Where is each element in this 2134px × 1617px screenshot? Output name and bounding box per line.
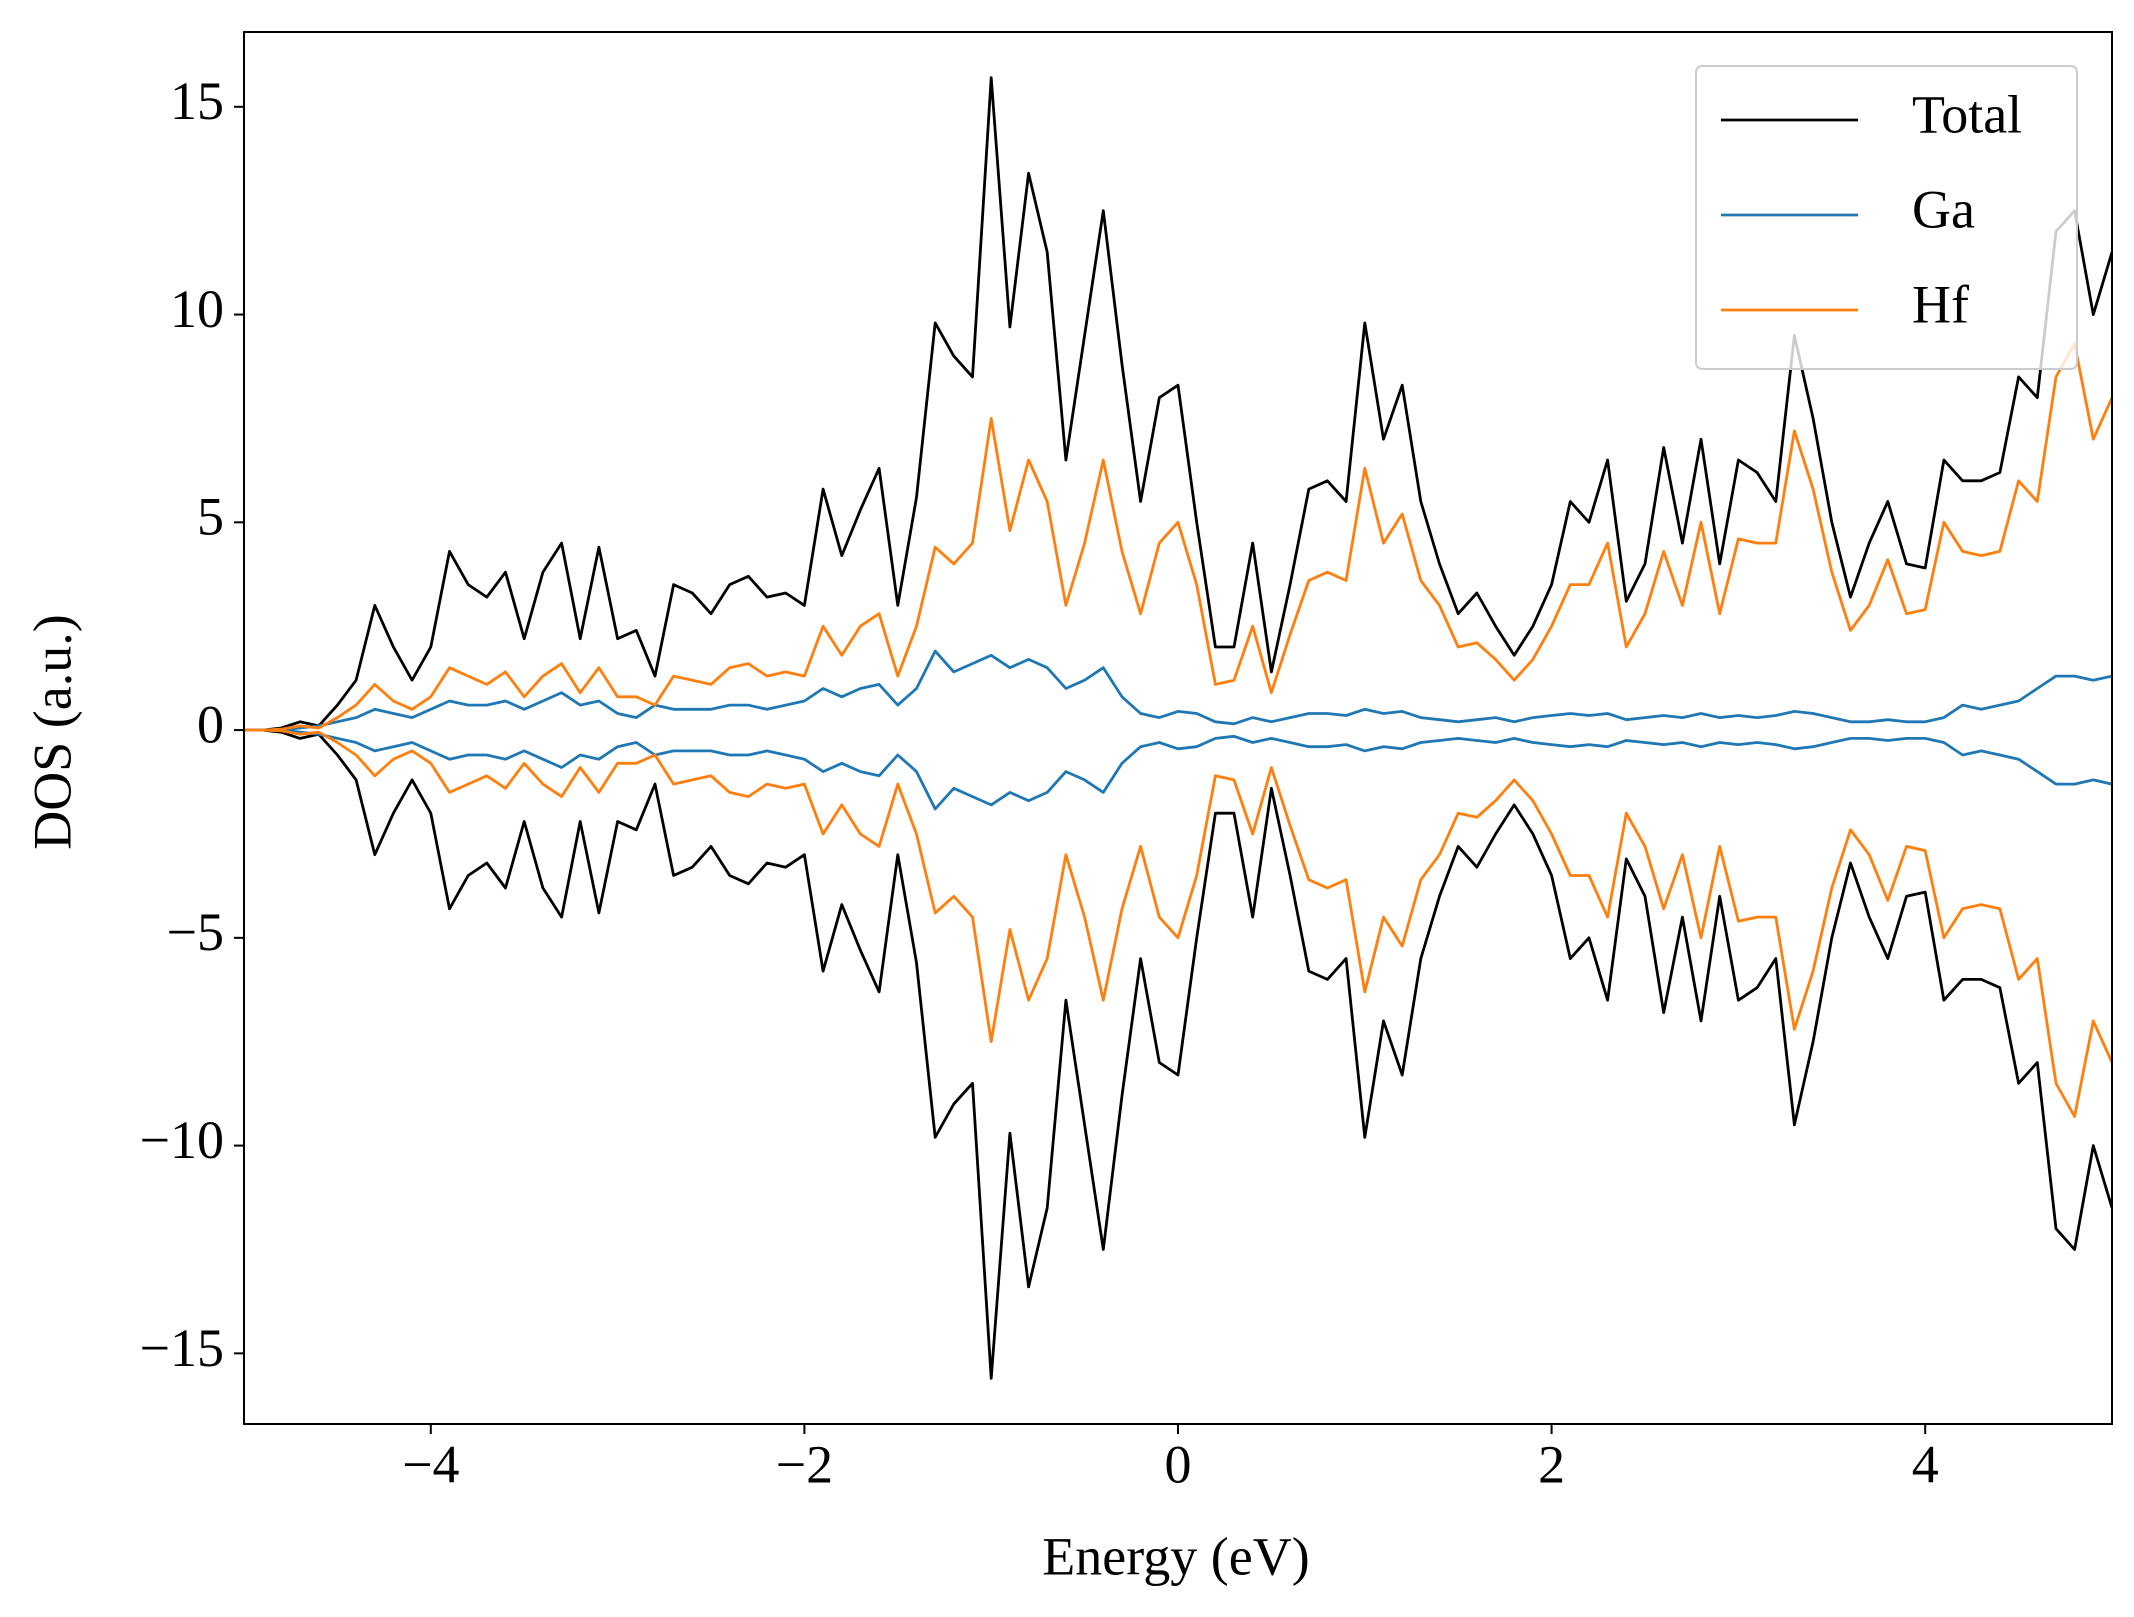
y-tick-label: 0 — [197, 694, 224, 754]
dos-line — [244, 342, 2112, 732]
x-tick-label: −2 — [776, 1434, 833, 1494]
legend-box — [1695, 65, 2078, 370]
y-tick-label: −10 — [140, 1110, 224, 1170]
y-tick-label: 10 — [170, 279, 224, 339]
y-tick-label: −5 — [167, 902, 224, 962]
legend-label: Ga — [1912, 179, 1975, 239]
legend-label: Hf — [1912, 274, 1969, 334]
y-tick-label: 5 — [197, 487, 224, 547]
legend-label: Total — [1912, 84, 2022, 144]
x-axis-label: Energy (eV) — [1042, 1526, 1309, 1586]
x-tick-label: 0 — [1165, 1434, 1192, 1494]
dos-line — [244, 728, 2112, 1118]
x-tick-label: −4 — [402, 1434, 459, 1494]
y-tick-label: 15 — [170, 71, 224, 131]
dos-line — [244, 649, 2112, 732]
dos-line — [244, 728, 2112, 811]
x-tick-label: 4 — [1912, 1434, 1939, 1494]
y-tick-label: −15 — [140, 1318, 224, 1378]
plot-frame — [243, 31, 2113, 1425]
dos-line — [244, 728, 2112, 1380]
x-tick-label: 2 — [1538, 1434, 1565, 1494]
y-axis-label: DOS (a.u.) — [22, 614, 82, 849]
